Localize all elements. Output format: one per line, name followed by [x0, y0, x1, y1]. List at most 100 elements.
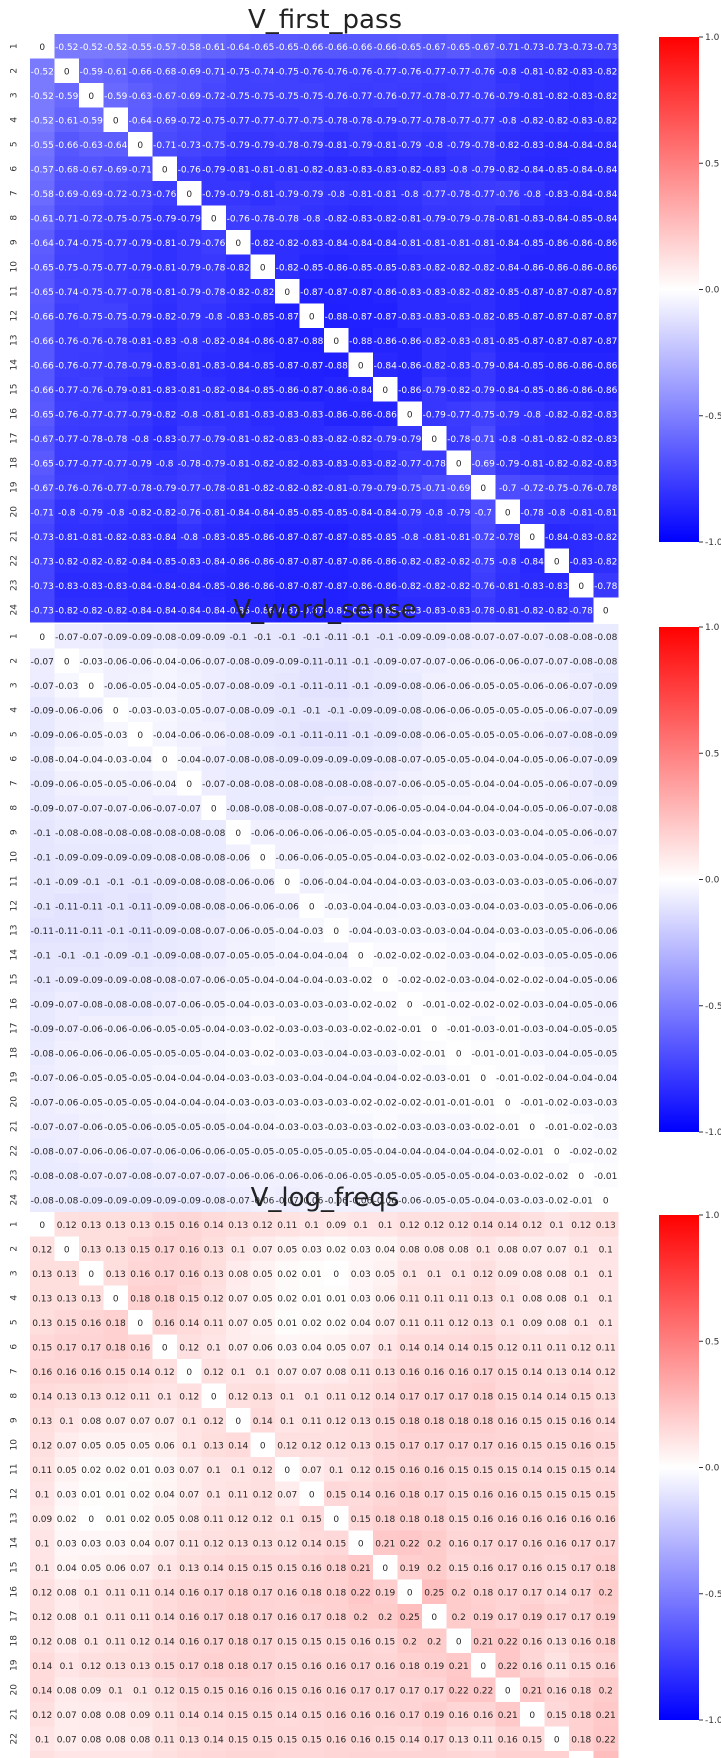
cell-label: 0.2: [403, 1637, 417, 1647]
cell-label: -0.87: [276, 557, 299, 567]
cell-label: -0.1: [107, 927, 125, 937]
cell-label: 0.04: [302, 1343, 322, 1353]
cell-label: -0.77: [423, 67, 446, 77]
cell-label: -0.81: [227, 410, 250, 420]
cell-label: -0.07: [55, 1123, 78, 1133]
cell-label: -0.03: [521, 1025, 544, 1035]
cell-label: -0.66: [31, 337, 55, 347]
heatmap-cell: [593, 58, 619, 84]
cell-label: 0.05: [81, 1441, 101, 1451]
heatmap-cell: [177, 328, 202, 353]
cell-label: -0.09: [31, 804, 55, 814]
cell-label: 0.12: [204, 1417, 224, 1427]
cell-label: 0.13: [81, 1221, 101, 1231]
heatmap-cell: [324, 58, 349, 84]
heatmap-cell: [373, 1751, 398, 1758]
cell-label: 0.04: [130, 1539, 150, 1549]
cell-label: 0: [88, 92, 94, 102]
heatmap-cell: [103, 279, 129, 304]
cell-label: -0.78: [349, 116, 373, 126]
cell-label: -0.8: [107, 508, 125, 518]
heatmap-cell: [30, 352, 55, 378]
cell-label: -0.06: [423, 706, 447, 716]
cell-label: -0.08: [227, 682, 251, 692]
cell-label: 0.12: [179, 1343, 199, 1353]
y-tick-label: 20: [10, 506, 20, 518]
cell-label: 0.19: [375, 1588, 395, 1598]
y-tick-label: 10: [10, 261, 20, 273]
cell-label: -0.81: [202, 508, 225, 518]
cell-label: 0.09: [81, 1686, 101, 1696]
cell-label: -0.07: [521, 657, 544, 667]
cell-label: -0.83: [178, 557, 201, 567]
cell-label: -0.07: [80, 633, 103, 643]
cell-label: -0.82: [104, 557, 127, 567]
cell-label: -0.04: [496, 755, 520, 765]
cell-label: -0.84: [129, 582, 153, 592]
heatmap-cell: [79, 279, 104, 304]
cell-label: -0.03: [325, 1123, 348, 1133]
cell-label: 0.1: [354, 1221, 368, 1231]
heatmap-cell: [373, 279, 398, 304]
heatmap-cell: [446, 58, 472, 84]
heatmap-cell: [177, 254, 202, 280]
heatmap-cell: [544, 230, 570, 255]
y-tick-label: 20: [10, 1684, 20, 1696]
cell-label: -0.52: [80, 43, 103, 53]
cell-label: 0.11: [547, 1662, 567, 1672]
cell-label: -0.86: [545, 361, 569, 371]
cell-label: -0.79: [202, 459, 226, 469]
cell-label: -0.07: [31, 1098, 54, 1108]
cell-label: -0.82: [202, 386, 225, 396]
cell-label: -0.04: [472, 1147, 496, 1157]
heatmap-cell: [54, 1751, 80, 1758]
cell-label: -0.82: [594, 116, 617, 126]
cell-label: 0.12: [32, 1588, 52, 1598]
cell-label: 0.16: [81, 1319, 101, 1329]
cell-label: 0.08: [179, 1515, 199, 1525]
cell-label: -0.77: [447, 92, 470, 102]
cell-label: -0.1: [33, 976, 51, 986]
cell-label: -0.76: [153, 190, 177, 200]
cell-label: 0.16: [179, 1245, 199, 1255]
cell-label: 0: [358, 361, 364, 371]
y-tick-label: 24: [10, 604, 20, 616]
cell-label: -0.09: [594, 731, 618, 741]
cell-label: 0.16: [375, 1490, 395, 1500]
cell-label: -0.85: [374, 263, 397, 273]
cell-label: -0.83: [300, 435, 323, 445]
heatmap-cell: [348, 132, 374, 157]
cell-label: -0.09: [129, 1196, 153, 1206]
cell-label: 0.09: [32, 1515, 52, 1525]
cell-label: -0.06: [423, 682, 447, 692]
cell-label: -0.06: [276, 853, 300, 863]
cell-label: -0.03: [325, 1098, 348, 1108]
cell-label: 0.18: [400, 1417, 420, 1427]
cell-label: -0.85: [570, 214, 593, 224]
cell-label: -0.8: [180, 533, 198, 543]
cell-label: 0.08: [57, 1686, 77, 1696]
cell-label: 0.16: [57, 1368, 77, 1378]
cell-label: -0.1: [33, 902, 51, 912]
colorbar-tick-label: 1.0: [705, 623, 720, 633]
cell-label: 0.18: [130, 1294, 150, 1304]
cell-label: 0.02: [302, 1319, 322, 1329]
cell-label: 0.1: [84, 1613, 98, 1623]
heatmap-cell: [299, 83, 325, 108]
cell-label: -0.09: [104, 633, 128, 643]
cell-label: 0.08: [424, 1245, 444, 1255]
cell-label: 0.04: [351, 1319, 371, 1329]
cell-label: -0.06: [570, 829, 594, 839]
cell-label: -0.69: [55, 190, 79, 200]
heatmap-cell: [201, 230, 227, 255]
cell-label: 0.18: [400, 1515, 420, 1525]
cell-label: 0.13: [106, 1270, 126, 1280]
cell-label: -0.84: [496, 386, 520, 396]
cell-label: -0.03: [472, 853, 495, 863]
cell-label: -0.82: [398, 582, 421, 592]
cell-label: -0.04: [251, 1123, 275, 1133]
heatmap-cell: [152, 279, 178, 304]
cell-label: 0.11: [130, 1613, 150, 1623]
heatmap-cell: [226, 328, 251, 353]
cell-label: -0.8: [401, 190, 419, 200]
